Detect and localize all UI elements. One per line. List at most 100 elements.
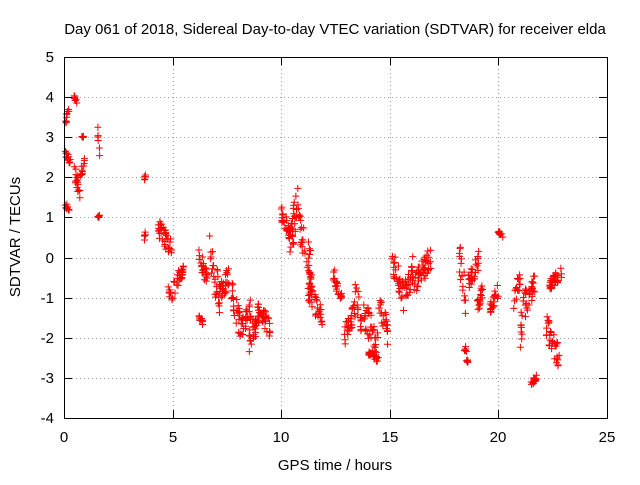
- data-point: [548, 278, 556, 286]
- data-point: [380, 318, 388, 326]
- data-point: [512, 295, 520, 303]
- y-tick-label: -3: [41, 370, 54, 387]
- data-point: [196, 252, 204, 260]
- data-point: [347, 324, 355, 332]
- data-point: [200, 260, 208, 268]
- data-point: [487, 308, 495, 316]
- data-point: [166, 244, 174, 252]
- data-point: [412, 269, 420, 277]
- data-point: [253, 316, 261, 324]
- data-point: [294, 201, 302, 209]
- data-point: [519, 293, 527, 301]
- data-point: [316, 314, 324, 322]
- data-point: [317, 318, 325, 326]
- data-point: [303, 258, 311, 266]
- data-point: [554, 356, 562, 364]
- data-point: [333, 287, 341, 295]
- data-point: [478, 294, 486, 302]
- data-point: [384, 340, 392, 348]
- data-point: [475, 301, 483, 309]
- data-point: [550, 271, 558, 279]
- data-point: [361, 313, 369, 321]
- data-point: [390, 270, 398, 278]
- data-point: [261, 307, 269, 315]
- data-point: [357, 323, 365, 331]
- data-point: [95, 213, 103, 221]
- data-point: [458, 271, 466, 279]
- data-point: [341, 336, 349, 344]
- data-point: [218, 278, 226, 286]
- data-point: [376, 301, 384, 309]
- data-point: [474, 296, 482, 304]
- data-point: [408, 263, 416, 271]
- data-point: [365, 351, 373, 359]
- data-point: [210, 272, 218, 280]
- data-point: [517, 308, 525, 316]
- data-point: [351, 281, 359, 289]
- data-point: [278, 217, 286, 225]
- chart-title: Day 061 of 2018, Sidereal Day-to-day VTE…: [64, 21, 606, 38]
- data-point: [527, 286, 535, 294]
- data-point: [549, 281, 557, 289]
- data-point: [421, 257, 429, 265]
- data-point: [176, 275, 184, 283]
- data-point: [234, 302, 242, 310]
- data-point: [249, 333, 257, 341]
- data-point: [246, 296, 254, 304]
- data-point: [344, 331, 352, 339]
- data-point: [162, 245, 170, 253]
- data-point: [255, 303, 263, 311]
- data-point: [286, 248, 294, 256]
- data-point: [96, 152, 104, 160]
- data-point: [279, 210, 287, 218]
- data-point: [516, 280, 524, 288]
- data-point: [195, 246, 203, 254]
- data-point: [396, 284, 404, 292]
- x-tick-label: 25: [599, 429, 616, 446]
- data-point: [516, 343, 524, 351]
- data-point: [95, 144, 103, 152]
- data-point: [354, 287, 362, 295]
- data-point: [305, 254, 313, 262]
- data-point: [197, 315, 205, 323]
- data-point: [392, 266, 400, 274]
- data-point: [288, 220, 296, 228]
- data-point: [414, 263, 422, 271]
- data-point: [197, 316, 205, 324]
- data-point: [517, 328, 525, 336]
- data-point: [379, 322, 387, 330]
- data-point: [249, 319, 257, 327]
- data-point: [260, 314, 268, 322]
- data-point: [370, 342, 378, 350]
- data-point: [557, 264, 565, 272]
- data-point: [173, 281, 181, 289]
- data-point: [402, 284, 410, 292]
- data-point: [72, 95, 80, 103]
- data-point: [524, 306, 532, 314]
- data-point: [73, 99, 81, 107]
- data-point: [215, 299, 223, 307]
- data-point: [208, 265, 216, 273]
- y-tick-label: 2: [46, 169, 54, 186]
- data-point: [232, 319, 240, 327]
- data-point: [381, 308, 389, 316]
- data-point: [375, 304, 383, 312]
- data-point: [332, 282, 340, 290]
- data-point: [367, 323, 375, 331]
- data-point: [199, 253, 207, 261]
- x-tick-label: 5: [169, 429, 177, 446]
- data-point: [223, 266, 231, 274]
- data-point: [411, 273, 419, 281]
- data-point: [398, 293, 406, 301]
- data-point: [266, 329, 274, 337]
- x-tick-label: 0: [60, 429, 68, 446]
- data-point: [297, 238, 305, 246]
- data-point: [73, 174, 81, 182]
- data-point: [372, 341, 380, 349]
- data-point: [518, 312, 526, 320]
- data-point: [425, 265, 433, 273]
- data-point: [289, 232, 297, 240]
- data-point: [214, 300, 222, 308]
- data-point: [457, 255, 465, 263]
- data-point: [366, 331, 374, 339]
